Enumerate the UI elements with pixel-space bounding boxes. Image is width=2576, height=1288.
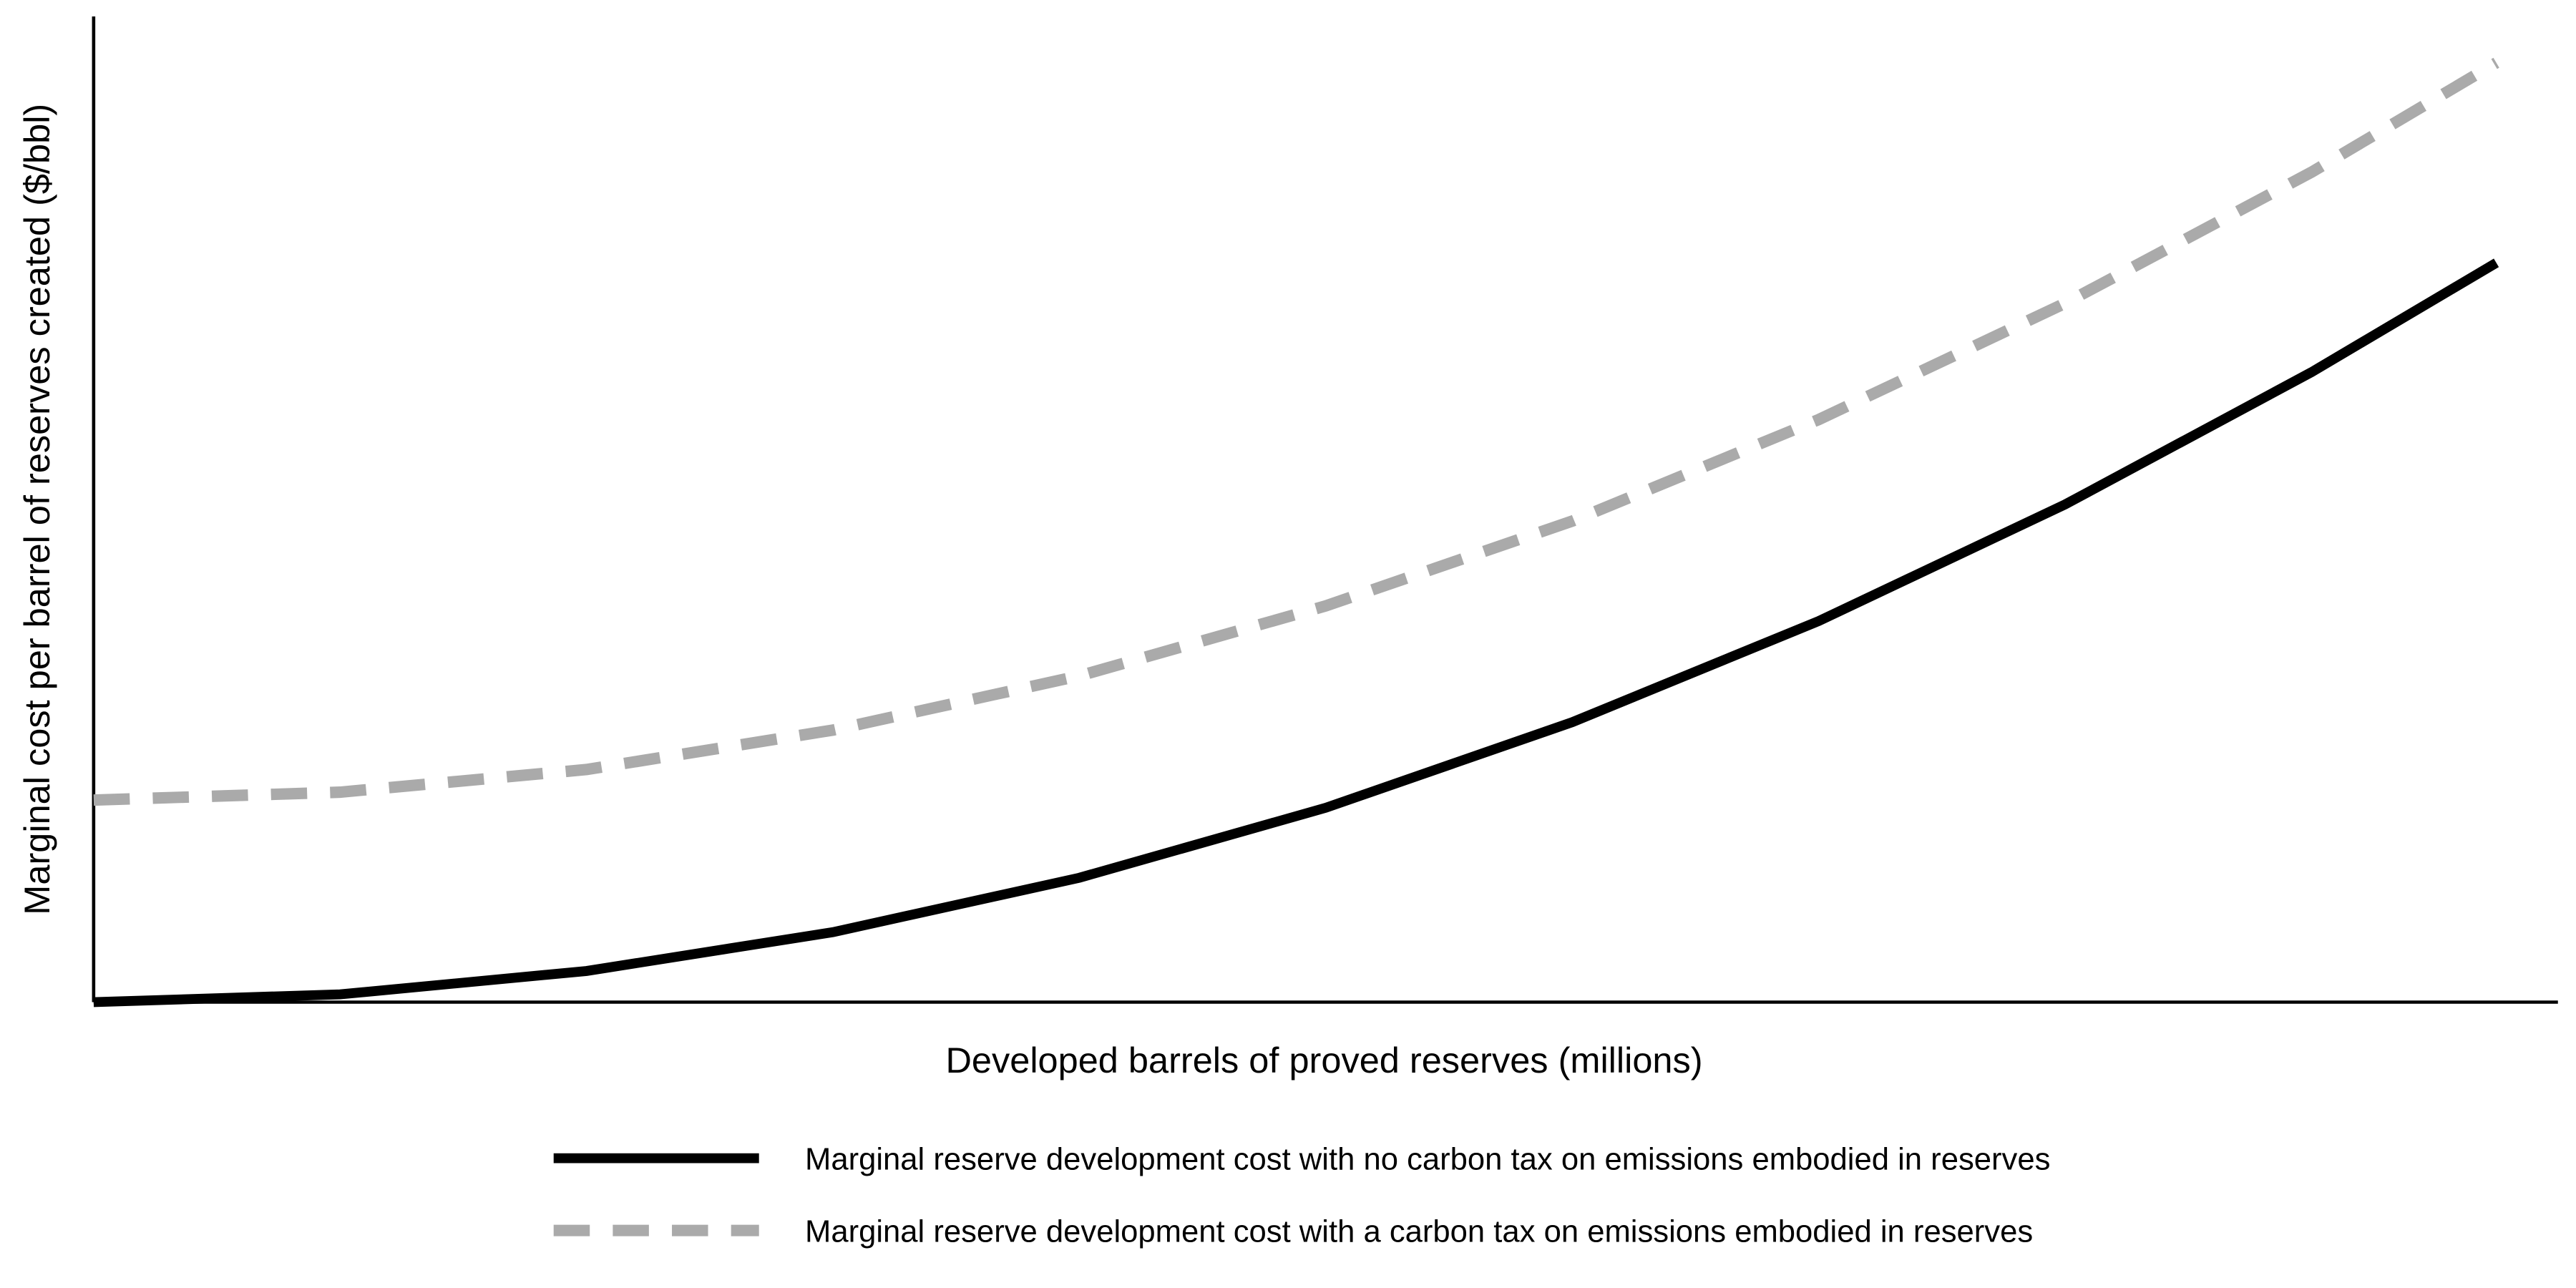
- legend-label: Marginal reserve development cost with n…: [805, 1143, 2050, 1177]
- y-axis-label: Marginal cost per barrel of reserves cre…: [16, 104, 57, 915]
- legend-label: Marginal reserve development cost with a…: [805, 1215, 2033, 1249]
- x-axis-label: Developed barrels of proved reserves (mi…: [945, 1040, 1702, 1080]
- series-line: [93, 57, 2499, 806]
- series-line: [93, 258, 2499, 1008]
